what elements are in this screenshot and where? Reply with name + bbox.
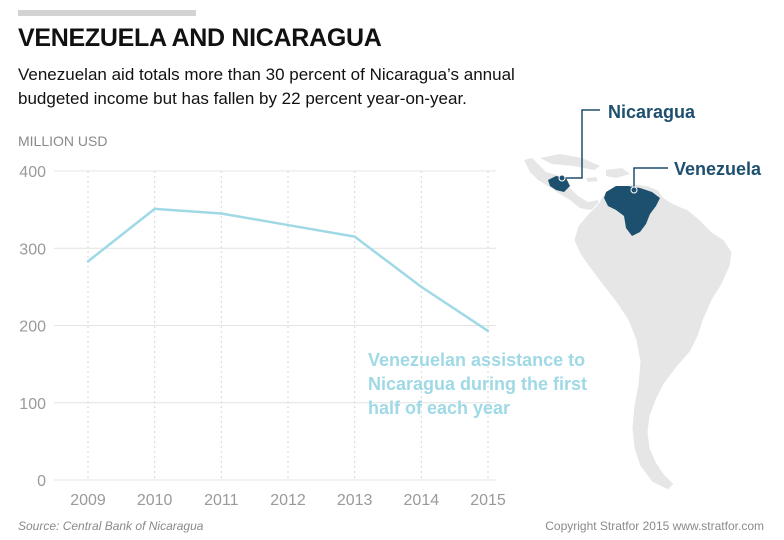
venezuela-label: Venezuela [674, 159, 762, 179]
y-tick-label: 400 [19, 164, 46, 181]
source-note: Source: Central Bank of Nicaragua [18, 519, 204, 533]
nicaragua-callout-line [562, 109, 600, 179]
x-tick-label: 2013 [337, 492, 373, 509]
hispaniola-shape [606, 168, 630, 178]
y-tick-label: 100 [19, 396, 46, 413]
x-tick-label: 2012 [270, 492, 306, 509]
venezuela-callout-line [633, 167, 668, 190]
x-tick-label: 2011 [204, 492, 239, 509]
x-tick-label: 2015 [470, 492, 506, 509]
venezuela-callout-dot [630, 186, 638, 194]
data-point [286, 223, 290, 227]
x-tick-label: 2014 [404, 492, 440, 509]
south-america-shape [573, 183, 733, 491]
jamaica-shape [586, 177, 598, 182]
data-point [86, 260, 90, 263]
y-tick-label: 300 [19, 241, 46, 258]
series-annotation: Venezuelan assistance to Nicaragua durin… [368, 350, 588, 418]
y-tick-label: 0 [37, 473, 46, 490]
data-point [353, 235, 356, 238]
nicaragua-label: Nicaragua [608, 102, 696, 122]
y-axis-label: MILLION USD [18, 133, 108, 149]
copyright-note: Copyright Stratfor 2015 www.stratfor.com [545, 519, 764, 533]
nicaragua-callout-dot [558, 174, 566, 182]
data-point [420, 285, 423, 289]
data-point [220, 212, 223, 215]
x-tick-label: 2009 [70, 492, 106, 509]
page-subtitle: Venezuelan aid totals more than 30 perce… [18, 65, 515, 108]
x-tick-label: 2010 [137, 492, 173, 509]
header-accent-bar [18, 10, 196, 16]
page-title: VENEZUELA AND NICARAGUA [18, 24, 382, 52]
y-tick-label: 200 [19, 319, 46, 336]
cuba-shape [540, 154, 600, 170]
venezuela-shape [604, 186, 660, 236]
data-point [486, 329, 490, 333]
data-point [153, 207, 156, 211]
